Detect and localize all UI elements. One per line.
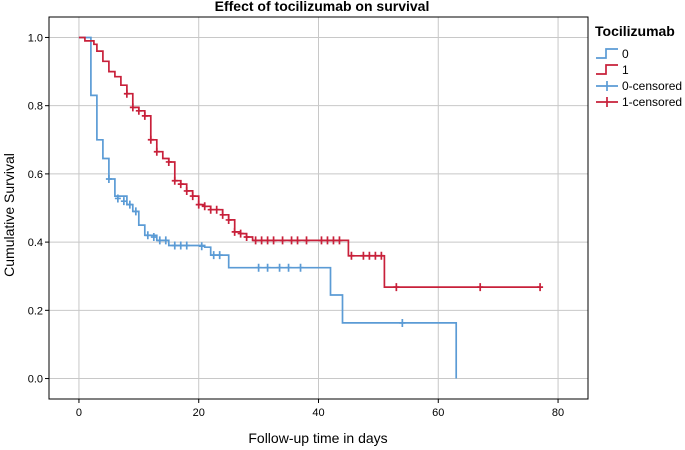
legend-swatch-1-censored [596,97,618,107]
censor-mark-series-1 [372,251,379,260]
censor-mark-series-1 [135,106,142,115]
legend-label-1: 1 [622,63,629,77]
legend-label-0: 0 [622,47,629,61]
y-tick-label: 0.6 [28,169,43,181]
censor-mark-series-1 [366,251,373,260]
censor-mark-series-0 [132,207,139,216]
legend-swatch-1 [596,64,618,75]
censor-mark-series-1 [294,236,301,245]
censor-mark-series-0 [120,197,127,206]
censor-mark-series-1 [225,215,232,224]
censor-mark-series-0 [150,232,157,241]
axis-ticks: 0 20 40 60 80 0.0 0.2 0.4 0.6 0.8 1.0 [28,32,564,419]
censor-mark-series-0 [183,241,190,250]
censor-mark-series-0 [171,241,178,250]
censor-mark-series-0 [399,318,406,327]
censor-mark-series-0 [210,251,217,260]
y-tick-label: 0.8 [28,101,43,113]
censor-mark-series-1 [189,192,196,201]
x-tick-label: 20 [193,407,205,419]
legend-swatch-0-censored [596,81,618,91]
censor-mark-series-0 [276,263,283,272]
censor-mark-series-0 [255,263,262,272]
censor-mark-series-1 [378,251,385,260]
censor-mark-series-0 [105,175,112,184]
censor-mark-series-1 [201,202,208,211]
censor-mark-series-1 [129,103,136,112]
censor-mark-series-1 [171,176,178,185]
censor-mark-series-1 [393,283,400,292]
y-tick-label: 0.2 [28,305,43,317]
legend-title: Tocilizumab [595,23,675,39]
censor-mark-series-0 [114,194,121,203]
censor-mark-series-1 [330,236,337,245]
km-curve-series-1 [78,36,541,288]
censor-mark-series-1 [324,236,331,245]
censor-mark-series-1 [231,227,238,236]
censor-mark-series-1 [153,147,160,156]
censor-mark-series-0 [144,231,151,240]
x-tick-label: 40 [312,407,324,419]
censor-mark-series-1 [243,232,250,241]
censor-mark-series-1 [279,236,286,245]
censor-mark-series-1 [258,236,265,245]
x-tick-label: 80 [552,407,564,419]
censor-mark-series-1 [183,186,190,195]
censor-mark-series-1 [318,236,325,245]
km-curve-series-0 [78,36,458,379]
censor-mark-series-1 [123,89,130,98]
censor-mark-series-1 [348,251,355,260]
legend-label-0-censored: 0-censored [622,79,682,93]
chart-title: Effect of tocilizumab on survival [215,0,430,14]
censor-mark-series-1 [252,236,259,245]
censor-mark-series-1 [219,210,226,219]
grid [49,17,588,399]
censor-mark-series-0 [285,263,292,272]
y-axis-title: Cumulative Survival [1,153,17,277]
censor-mark-series-1 [141,111,148,120]
legend: Tocilizumab 0 1 0-censored 1-censored [595,23,682,109]
x-axis-title: Follow-up time in days [248,430,387,446]
censor-mark-series-1 [147,135,154,144]
censor-mark-series-1 [270,236,277,245]
censor-mark-series-0 [297,263,304,272]
censor-mark-series-1 [207,205,214,214]
legend-label-1-censored: 1-censored [622,95,682,109]
censor-mark-series-0 [162,236,169,245]
censor-mark-series-1 [477,283,484,292]
censor-mark-series-0 [198,242,205,251]
censor-mark-series-0 [177,241,184,250]
censor-mark-series-0 [156,236,163,245]
censor-mark-series-1 [237,229,244,238]
censor-mark-series-0 [216,251,223,260]
censor-mark-series-1 [336,236,343,245]
censor-mark-series-1 [177,180,184,189]
censor-mark-series-0 [264,263,271,272]
series-layer [78,36,544,379]
censor-mark-series-1 [537,283,544,292]
y-tick-label: 0.0 [28,374,43,386]
y-tick-label: 0.4 [28,237,43,249]
x-tick-label: 0 [76,407,82,419]
censor-mark-series-0 [126,200,133,209]
censor-mark-series-1 [288,236,295,245]
legend-swatch-0 [596,48,618,59]
censor-mark-series-1 [264,236,271,245]
censor-mark-series-1 [303,236,310,245]
censor-mark-series-1 [360,251,367,260]
x-tick-label: 60 [432,407,444,419]
censor-mark-series-1 [165,157,172,166]
y-tick-label: 1.0 [28,32,43,44]
censor-mark-series-1 [195,200,202,209]
censor-mark-series-1 [213,205,220,214]
